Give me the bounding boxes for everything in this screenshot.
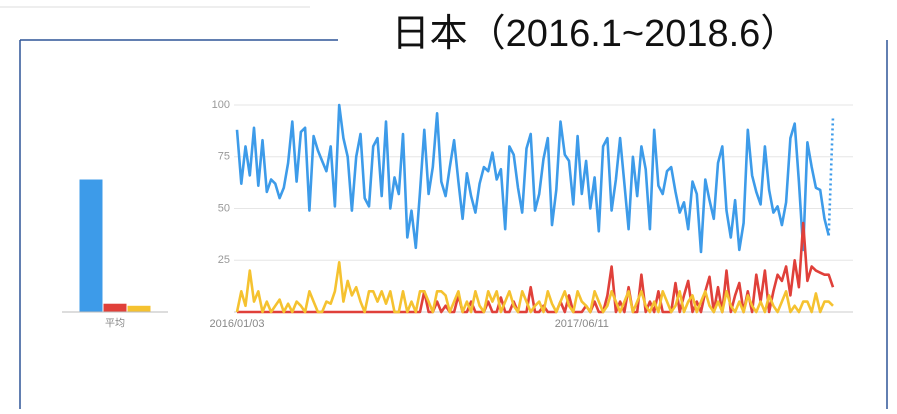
- x-tick-label: 平均: [105, 318, 125, 330]
- series-line: [237, 221, 835, 314]
- slide-title: 日本（2016.1~2018.6）: [392, 13, 799, 55]
- series-line: [235, 261, 834, 314]
- x-tick-label: 2016/01/03: [209, 318, 264, 330]
- x-tick-label: 2017/06/11: [555, 318, 609, 330]
- bar: [79, 179, 103, 312]
- y-tick-label: 75: [218, 151, 230, 163]
- y-tick-label: 25: [218, 254, 230, 266]
- y-tick-label: 50: [218, 202, 230, 214]
- partial-segment: [827, 117, 835, 236]
- bar: [127, 305, 151, 312]
- series-line: [235, 103, 830, 254]
- y-tick-label: 100: [212, 99, 230, 111]
- bar: [103, 303, 127, 312]
